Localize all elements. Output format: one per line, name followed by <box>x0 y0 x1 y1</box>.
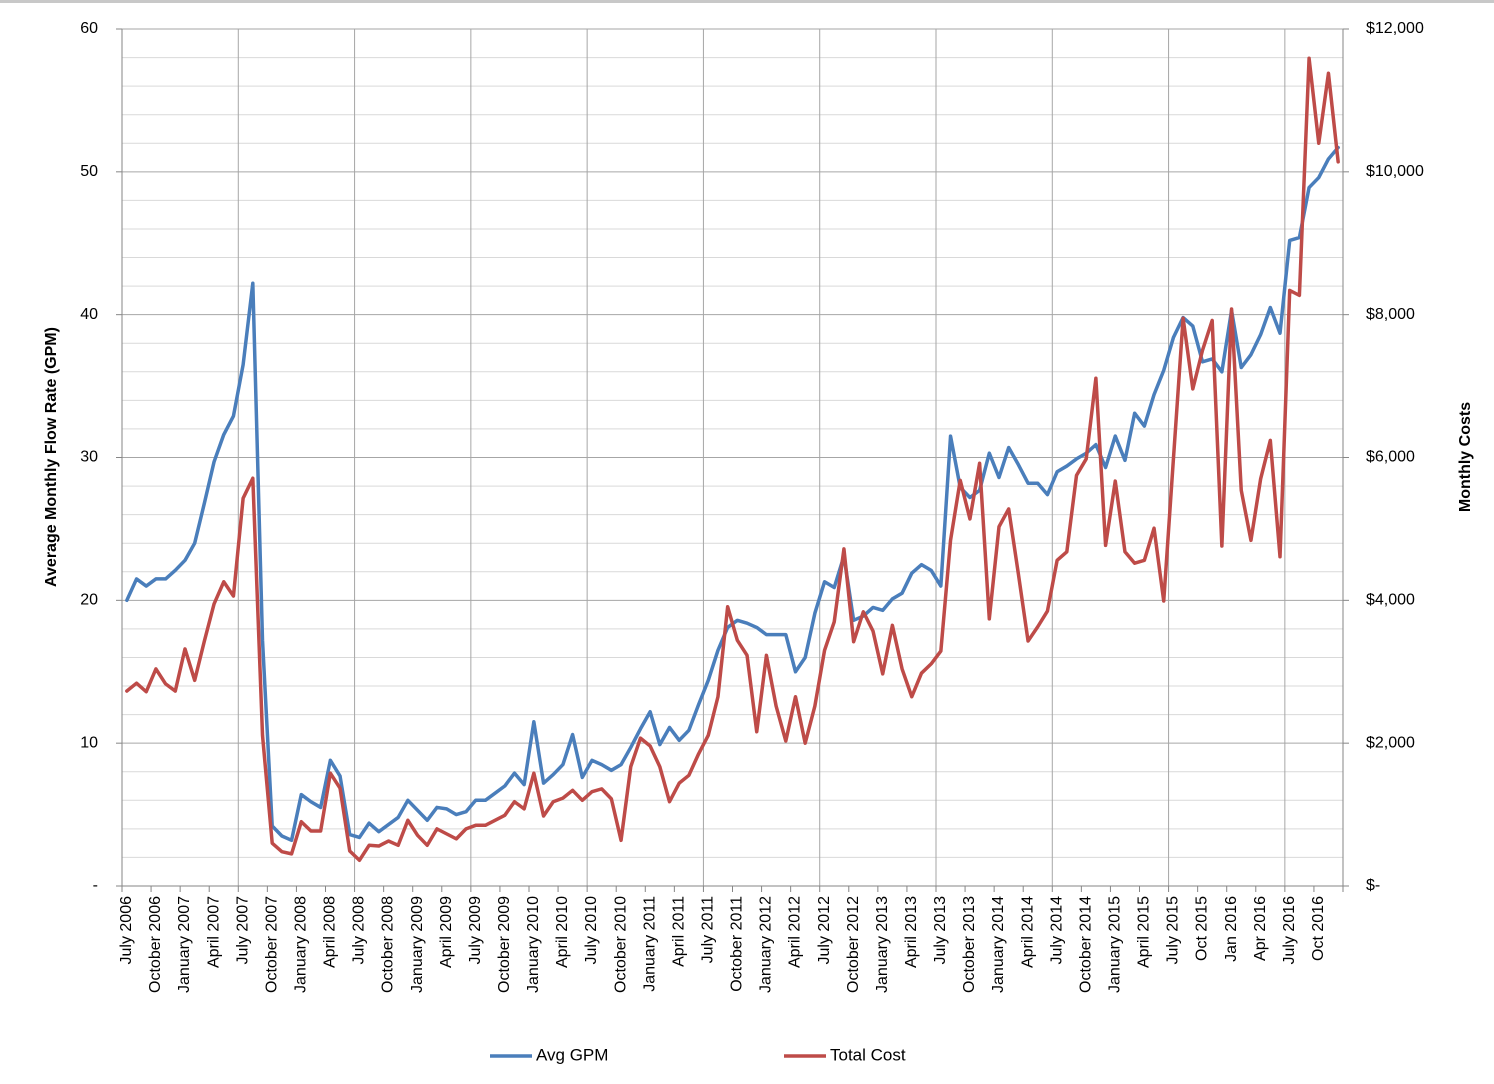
x-tick-label: April 2010 <box>554 896 571 968</box>
x-tick-label: April 2012 <box>787 896 804 968</box>
y2-tick-label: $2,000 <box>1366 734 1415 751</box>
x-tick-label: October 2012 <box>845 896 862 993</box>
y2-tick-label: $6,000 <box>1366 449 1415 466</box>
x-tick-label: October 2013 <box>961 896 978 993</box>
legend-label: Total Cost <box>830 1045 906 1064</box>
x-tick-label: July 2011 <box>699 896 716 963</box>
series-line <box>125 56 1340 863</box>
x-tick-label: January 2007 <box>176 896 193 993</box>
x-tick-label: October 2008 <box>380 896 397 993</box>
y-axis-title: Average Monthly Flow Rate (GPM) <box>43 327 60 587</box>
x-tick-label: July 2014 <box>1048 896 1065 965</box>
x-tick-label: April 2008 <box>322 896 339 968</box>
y-tick-label: 30 <box>80 449 98 466</box>
y2-tick-label: $8,000 <box>1366 306 1415 323</box>
x-tick-label: January 2012 <box>758 896 775 993</box>
x-tick-label: April 2009 <box>438 896 455 968</box>
x-tick-label: October 2007 <box>263 896 280 993</box>
x-tick-label: January 2013 <box>874 896 891 993</box>
x-tick-label: Oct 2015 <box>1194 896 1211 961</box>
y-tick-label: 10 <box>80 734 98 751</box>
y-tick-label: 60 <box>80 20 98 37</box>
x-tick-label: April 2011 <box>670 896 687 967</box>
x-tick-label: July 2013 <box>932 896 949 965</box>
x-tick-label: July 2012 <box>816 896 833 965</box>
x-tick-label: April 2014 <box>1019 896 1036 968</box>
x-tick-label: Apr 2016 <box>1252 896 1269 961</box>
x-tick-label: April 2015 <box>1136 896 1153 968</box>
x-tick-label: January 2014 <box>990 896 1007 993</box>
x-tick-label: July 2006 <box>118 896 135 965</box>
x-tick-label: January 2009 <box>409 896 426 993</box>
y2-tick-label: $4,000 <box>1366 592 1415 609</box>
y-tick-label: 40 <box>80 306 98 323</box>
x-tick-label: October 2011 <box>729 896 746 992</box>
x-tick-label: July 2007 <box>234 896 251 965</box>
marks <box>125 56 1340 863</box>
y-tick-label: 50 <box>80 163 98 180</box>
x-tick-label: July 2009 <box>467 896 484 965</box>
x-tick-label: January 2010 <box>525 896 542 993</box>
y2-axis-title: Monthly Costs <box>1457 402 1474 512</box>
x-tick-label: October 2010 <box>612 896 629 993</box>
x-tick-label: July 2015 <box>1165 896 1182 965</box>
x-tick-label: Oct 2016 <box>1310 896 1327 961</box>
x-tick-label: Jan 2016 <box>1223 896 1240 962</box>
y-tick-label: 20 <box>80 592 98 609</box>
x-tick-label: January 2015 <box>1106 896 1123 993</box>
x-tick-label: July 2010 <box>583 896 600 965</box>
legend-label: Avg GPM <box>536 1045 608 1064</box>
x-tick-label: January 2011 <box>641 896 658 992</box>
y-tick-label: - <box>93 877 98 894</box>
y2-tick-label: $12,000 <box>1366 20 1424 37</box>
grid <box>116 28 1349 892</box>
x-tick-label: July 2008 <box>351 896 368 965</box>
x-tick-label: October 2014 <box>1077 896 1094 993</box>
x-tick-label: April 2013 <box>903 896 920 968</box>
x-tick-label: April 2007 <box>205 896 222 968</box>
x-tick-label: October 2009 <box>496 896 513 993</box>
window-edge <box>0 0 1494 3</box>
y2-tick-label: $10,000 <box>1366 163 1424 180</box>
x-tick-label: October 2006 <box>147 896 164 993</box>
x-tick-label: January 2008 <box>292 896 309 993</box>
x-tick-label: July 2016 <box>1281 896 1298 965</box>
y2-tick-label: $- <box>1366 877 1380 894</box>
